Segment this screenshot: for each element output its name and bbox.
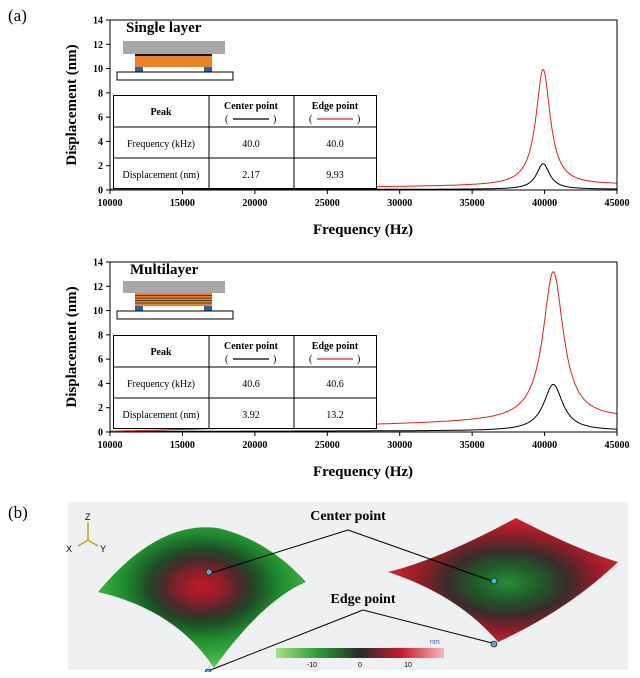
table-header-edge: Edge point	[312, 341, 359, 352]
x-axis-title: Frequency (Hz)	[313, 222, 413, 238]
inset-title: Single layer	[126, 20, 202, 36]
svg-text:-10: -10	[307, 662, 317, 669]
edge-point-label: Edge point	[331, 592, 396, 607]
x-tick-label: 10000	[98, 198, 123, 209]
x-tick-label: 15000	[170, 440, 195, 451]
center-point-marker	[490, 577, 498, 585]
single-layer-table: Peak Center point Edge point ( ) ( ) Fre…	[113, 95, 377, 189]
y-tick-label: 8	[98, 88, 103, 99]
plot-frame	[109, 261, 618, 433]
row-freq-center: 40.6	[242, 379, 260, 390]
multilayer-schematic	[116, 281, 234, 320]
x-tick-label: 40000	[532, 440, 557, 451]
center-mode-surface	[98, 527, 306, 668]
y-tick-label: 2	[98, 403, 103, 414]
plot-frame	[109, 19, 618, 191]
y-tick-label: 0	[98, 186, 103, 197]
y-tick-label: 6	[98, 113, 103, 124]
edge-point-marker	[204, 668, 212, 672]
y-tick-label: 8	[98, 330, 103, 341]
svg-text:): )	[273, 354, 276, 365]
y-tick-label: 10	[93, 306, 103, 317]
table-header-center: Center point	[224, 341, 279, 352]
table-header-peak: Peak	[150, 347, 172, 358]
y-axis-title: Displacement (nm)	[64, 286, 80, 407]
svg-text:): )	[357, 114, 360, 125]
x-tick-label: 30000	[387, 440, 412, 451]
table-header-center: Center point	[224, 101, 279, 112]
svg-text:X: X	[66, 544, 72, 554]
y-tick-label: 2	[98, 161, 103, 172]
row-freq-edge: 40.6	[326, 379, 344, 390]
y-tick-label: 0	[98, 428, 103, 439]
x-tick-label: 45000	[605, 440, 630, 451]
row-disp-edge: 13.2	[326, 410, 344, 421]
x-tick-label: 20000	[242, 440, 267, 451]
svg-text:10: 10	[404, 662, 412, 669]
svg-text:(: (	[225, 354, 229, 365]
svg-text:0: 0	[358, 662, 362, 669]
y-tick-label: 14	[93, 258, 103, 269]
legend-open-paren: (	[225, 114, 229, 125]
svg-text:Y: Y	[100, 544, 106, 554]
table-header-edge: Edge point	[312, 101, 359, 112]
y-tick-label: 10	[93, 64, 103, 75]
row-disp-edge: 9.93	[326, 170, 344, 181]
inset-title: Multilayer	[130, 262, 199, 278]
series-line-0	[110, 163, 617, 190]
row-freq-center: 40.0	[242, 139, 260, 150]
x-tick-label: 45000	[605, 198, 630, 209]
panel-a-label: (a)	[8, 6, 27, 25]
x-tick-label: 10000	[98, 440, 123, 451]
y-tick-label: 4	[98, 137, 103, 148]
x-tick-label: 15000	[170, 198, 195, 209]
single-layer-chart: 10000 15000 20000 25000 30000 35000 40000 45000…	[64, 16, 630, 239]
y-tick-label: 14	[93, 16, 103, 27]
x-tick-label: 20000	[242, 198, 267, 209]
multilayer-table: Peak Center point Edge point ( ) ( ) Fre…	[113, 335, 377, 429]
svg-text:(: (	[309, 354, 313, 365]
x-tick-label: 25000	[315, 198, 340, 209]
row-disp-label: Displacement (nm)	[123, 170, 200, 181]
y-axis-title: Displacement (nm)	[64, 44, 80, 165]
y-tick-label: 12	[93, 282, 103, 293]
table-header-peak: Peak	[150, 107, 172, 118]
row-disp-center: 2.17	[242, 170, 260, 181]
row-freq-edge: 40.0	[326, 139, 344, 150]
colorbar	[276, 648, 444, 658]
x-tick-label: 25000	[315, 440, 340, 451]
svg-text:): )	[357, 354, 360, 365]
y-tick-label: 12	[93, 40, 103, 51]
axis-triad-icon: Z X Y	[66, 512, 106, 554]
colorbar-unit: nm	[430, 639, 440, 646]
x-axis-title: Frequency (Hz)	[313, 464, 413, 480]
svg-text:(: (	[309, 114, 313, 125]
y-tick-label: 4	[98, 379, 103, 390]
edge-mode-surface	[388, 518, 618, 642]
panel-b-simulation: Z X Y Center point Edge point nm -10 0 1…	[66, 502, 628, 672]
legend-close-paren: )	[273, 114, 276, 125]
x-tick-label: 35000	[460, 440, 485, 451]
row-freq-label: Frequency (kHz)	[127, 379, 195, 390]
y-tick-label: 6	[98, 355, 103, 366]
center-point-marker	[205, 568, 213, 576]
row-disp-center: 3.92	[242, 410, 260, 421]
center-point-label: Center point	[310, 509, 386, 524]
row-disp-label: Displacement (nm)	[123, 410, 200, 421]
x-tick-label: 35000	[460, 198, 485, 209]
x-tick-label: 30000	[387, 198, 412, 209]
row-freq-label: Frequency (kHz)	[127, 139, 195, 150]
single-layer-schematic	[116, 41, 234, 81]
x-tick-label: 40000	[532, 198, 557, 209]
svg-text:Z: Z	[85, 512, 91, 522]
edge-point-marker	[490, 640, 498, 648]
panel-b-label: (b)	[8, 503, 28, 522]
series-line-0	[110, 383, 617, 432]
